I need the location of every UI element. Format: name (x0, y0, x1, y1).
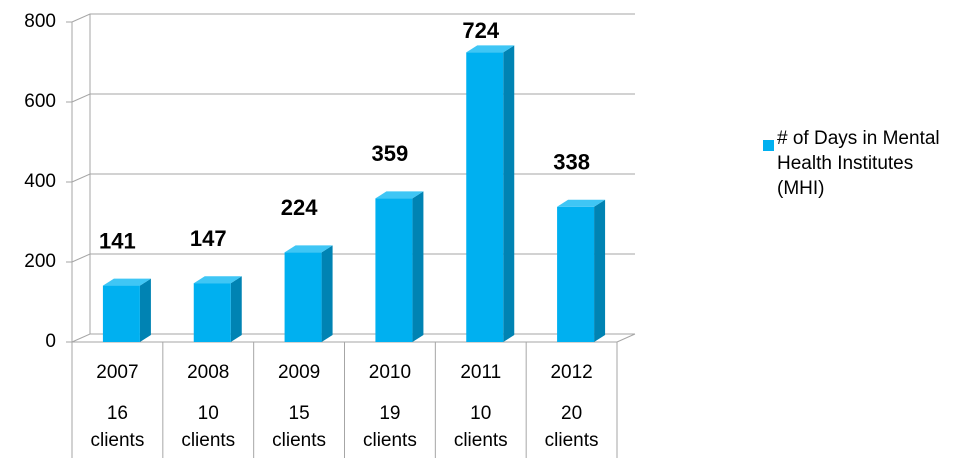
bar (557, 206, 595, 342)
x-tick-label: 2008 (187, 362, 229, 383)
category-note: 16 clients (90, 403, 145, 451)
legend-swatch (763, 140, 774, 151)
bar-top (466, 45, 515, 53)
value-label: 338 (553, 150, 590, 175)
y-tick-label: 600 (24, 91, 56, 112)
bar-top (102, 278, 151, 286)
y-tick-label: 200 (24, 251, 56, 272)
bar-side (139, 278, 151, 342)
bar-top (557, 199, 606, 207)
bar (193, 283, 231, 342)
grid-line (71, 93, 635, 103)
bar-side (412, 191, 424, 342)
x-tick-label: 2010 (369, 362, 411, 383)
value-label: 724 (462, 18, 499, 43)
category-note: 15 clients (272, 403, 326, 451)
category-note: 10 clients (181, 403, 236, 451)
bar-top (284, 245, 333, 253)
value-label: 147 (190, 226, 227, 251)
bar (102, 285, 140, 342)
y-tick-label: 0 (45, 331, 56, 352)
x-tick-label: 2007 (96, 362, 138, 383)
category-note: 20 clients (544, 403, 599, 451)
category-note: 10 clients (453, 403, 508, 451)
grid-line (71, 253, 635, 263)
value-label: 141 (99, 228, 136, 253)
x-tick-label: 2011 (460, 362, 501, 383)
y-tick-label: 400 (24, 171, 56, 192)
grid-line (71, 173, 635, 183)
bar-side (503, 45, 515, 343)
bar-side (594, 199, 606, 342)
grid-line (71, 333, 635, 343)
category-note: 19 clients (362, 403, 417, 451)
bar-side (321, 245, 333, 342)
value-label: 359 (372, 141, 409, 166)
bar (284, 252, 322, 342)
legend-label: # of Days in Mental Health Institutes (M… (777, 128, 940, 199)
bar (375, 198, 413, 342)
axis (616, 333, 636, 343)
y-tick-label: 800 (24, 11, 56, 32)
bar (466, 52, 504, 343)
grid-line (71, 13, 635, 23)
x-tick-label: 2012 (550, 362, 592, 383)
bar-top (193, 276, 242, 284)
bar-top (375, 191, 424, 199)
x-tick-label: 2009 (278, 362, 320, 383)
bar-side (230, 276, 242, 342)
value-label: 224 (281, 195, 318, 220)
